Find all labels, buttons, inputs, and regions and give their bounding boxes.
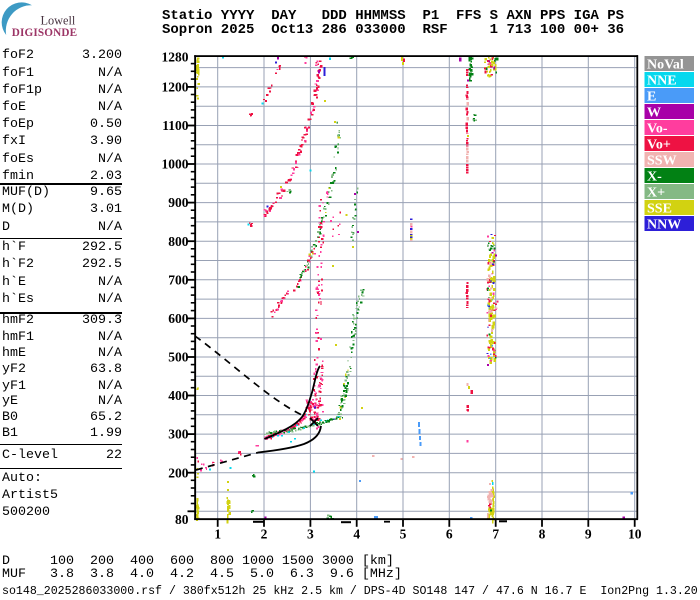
svg-text:80: 80 xyxy=(175,512,189,527)
svg-text:7: 7 xyxy=(492,527,499,542)
svg-text:700: 700 xyxy=(168,272,189,287)
svg-text:5: 5 xyxy=(400,527,407,542)
svg-text:DIGISONDE: DIGISONDE xyxy=(12,27,77,39)
svg-text:6: 6 xyxy=(446,527,453,542)
svg-text:NNE: NNE xyxy=(647,74,677,89)
svg-text:SSE: SSE xyxy=(647,202,672,217)
svg-text:600: 600 xyxy=(168,311,189,326)
svg-text:SSW: SSW xyxy=(647,154,677,169)
svg-text:500: 500 xyxy=(168,350,189,365)
svg-text:3: 3 xyxy=(307,527,314,542)
svg-text:NNW: NNW xyxy=(647,218,681,233)
svg-text:NoVal: NoVal xyxy=(647,58,684,73)
svg-text:10: 10 xyxy=(628,527,642,542)
svg-text:400: 400 xyxy=(168,388,189,403)
svg-text:X-: X- xyxy=(647,170,662,185)
svg-text:800: 800 xyxy=(168,234,189,249)
svg-text:2: 2 xyxy=(261,527,268,542)
svg-text:300: 300 xyxy=(168,427,189,442)
svg-text:9: 9 xyxy=(585,527,592,542)
svg-text:Lowell: Lowell xyxy=(41,13,76,27)
svg-text:900: 900 xyxy=(168,195,189,210)
svg-text:1280: 1280 xyxy=(162,50,189,65)
svg-text:Vo+: Vo+ xyxy=(647,138,671,153)
svg-text:1100: 1100 xyxy=(162,118,189,133)
svg-text:W: W xyxy=(647,106,661,121)
svg-text:E: E xyxy=(647,90,656,105)
svg-text:1: 1 xyxy=(214,527,221,542)
svg-text:Vo-: Vo- xyxy=(647,122,668,137)
svg-text:X+: X+ xyxy=(647,186,665,201)
svg-text:1200: 1200 xyxy=(162,80,189,95)
svg-text:1000: 1000 xyxy=(162,157,189,172)
svg-text:4: 4 xyxy=(353,527,360,542)
svg-text:200: 200 xyxy=(168,465,189,480)
svg-text:8: 8 xyxy=(539,527,546,542)
